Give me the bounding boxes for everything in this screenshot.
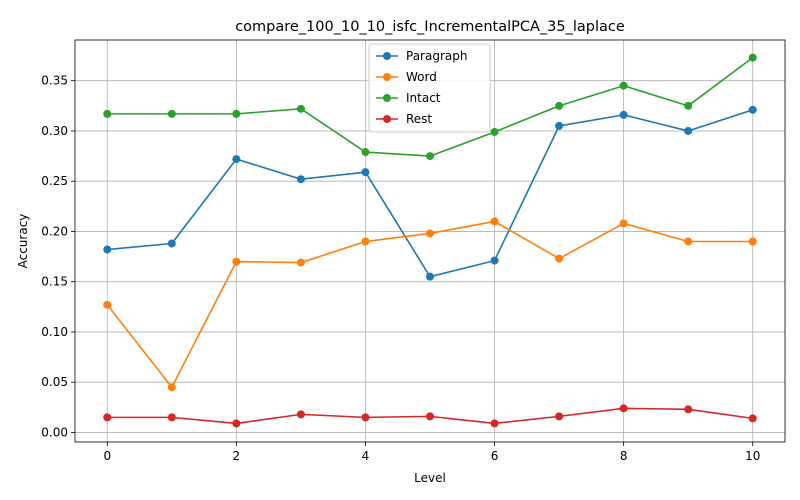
legend-marker <box>383 52 391 60</box>
data-point-rest <box>749 414 757 422</box>
data-point-intact <box>491 128 499 136</box>
data-point-intact <box>555 102 563 110</box>
legend: Paragraph Word Intact Rest <box>369 44 490 132</box>
y-tick-label: 0.25 <box>41 174 68 188</box>
x-tick-label: 0 <box>103 449 111 463</box>
data-point-intact <box>297 105 305 113</box>
data-point-word <box>426 229 434 237</box>
x-tick-label: 10 <box>745 449 760 463</box>
data-point-paragraph <box>555 122 563 130</box>
data-point-rest <box>232 419 240 427</box>
data-point-paragraph <box>749 106 757 114</box>
data-point-paragraph <box>426 273 434 281</box>
chart-title: compare_100_10_10_isfc_IncrementalPCA_35… <box>235 19 625 35</box>
data-point-paragraph <box>297 175 305 183</box>
data-point-paragraph <box>168 240 176 248</box>
data-point-rest <box>168 413 176 421</box>
data-point-word <box>361 238 369 246</box>
x-tick-label: 2 <box>233 449 241 463</box>
data-point-rest <box>103 413 111 421</box>
data-point-word <box>491 217 499 225</box>
x-tick-label: 4 <box>362 449 370 463</box>
y-tick-label: 0.10 <box>41 325 68 339</box>
y-axis-label: Accuracy <box>16 214 30 269</box>
data-point-word <box>749 238 757 246</box>
data-point-intact <box>684 102 692 110</box>
legend-label: Rest <box>406 112 432 126</box>
legend-marker <box>383 115 391 123</box>
data-point-word <box>620 219 628 227</box>
data-point-word <box>555 255 563 263</box>
data-point-rest <box>361 413 369 421</box>
data-point-rest <box>491 419 499 427</box>
x-axis-label: Level <box>414 471 446 485</box>
y-tick-label: 0.30 <box>41 124 68 138</box>
data-point-word <box>297 259 305 267</box>
data-point-rest <box>426 412 434 420</box>
legend-label: Paragraph <box>406 49 467 63</box>
data-point-word <box>684 238 692 246</box>
legend-marker <box>383 94 391 102</box>
data-point-word <box>168 383 176 391</box>
data-point-intact <box>103 110 111 118</box>
x-tick-label: 8 <box>620 449 628 463</box>
data-point-rest <box>297 410 305 418</box>
data-point-intact <box>426 152 434 160</box>
data-point-paragraph <box>684 127 692 135</box>
data-point-paragraph <box>232 155 240 163</box>
data-point-rest <box>620 404 628 412</box>
data-point-word <box>103 301 111 309</box>
y-tick-label: 0.15 <box>41 275 68 289</box>
legend-label: Intact <box>406 91 441 105</box>
data-point-word <box>232 258 240 266</box>
legend-marker <box>383 73 391 81</box>
x-tick-label: 6 <box>491 449 499 463</box>
y-tick-label: 0.00 <box>41 425 68 439</box>
y-tick-label: 0.35 <box>41 74 68 88</box>
y-tick-label: 0.05 <box>41 375 68 389</box>
data-point-rest <box>684 405 692 413</box>
legend-label: Word <box>406 70 437 84</box>
data-point-intact <box>620 82 628 90</box>
data-point-intact <box>232 110 240 118</box>
data-point-intact <box>361 148 369 156</box>
data-point-intact <box>749 54 757 62</box>
data-point-paragraph <box>491 257 499 265</box>
data-point-paragraph <box>103 246 111 254</box>
data-point-paragraph <box>620 111 628 119</box>
data-point-paragraph <box>361 168 369 176</box>
y-tick-label: 0.20 <box>41 224 68 238</box>
data-point-rest <box>555 412 563 420</box>
data-point-intact <box>168 110 176 118</box>
